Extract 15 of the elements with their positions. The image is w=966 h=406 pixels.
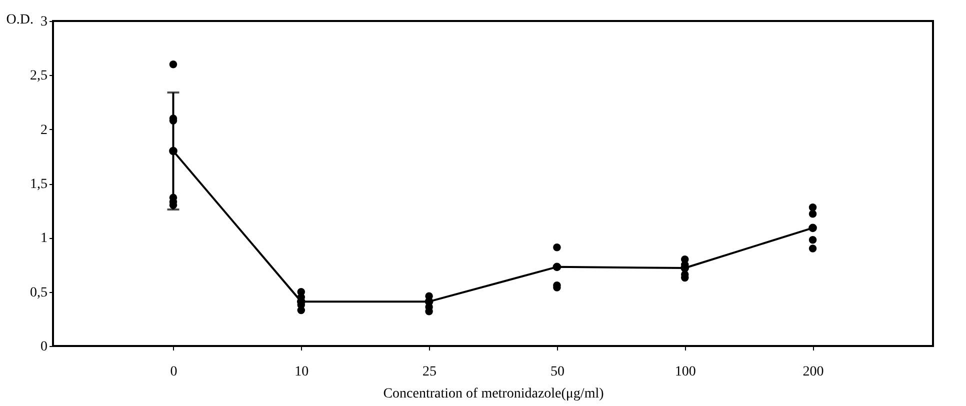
y-tick-label: 2,5: [30, 68, 48, 84]
x-tick-label: 50: [550, 364, 564, 380]
y-tick-label: 3: [40, 14, 48, 30]
y-tick-label: 2: [40, 122, 48, 138]
y-tick-label: 0,5: [30, 285, 48, 300]
y-tick-label: 0: [40, 340, 48, 354]
x-tick-label: 100: [674, 364, 696, 380]
x-tick-label: 25: [422, 364, 437, 380]
y-axis-title: O.D.: [6, 12, 34, 28]
x-tick-label: 0: [170, 364, 178, 380]
x-tick-label: 200: [802, 364, 824, 380]
x-tick-label: 10: [294, 364, 309, 380]
x-axis-title: Concentration of metronidazole(μg/ml): [383, 386, 604, 402]
y-tick-label: 1,5: [30, 177, 48, 192]
y-tick-label: 1: [40, 231, 48, 246]
